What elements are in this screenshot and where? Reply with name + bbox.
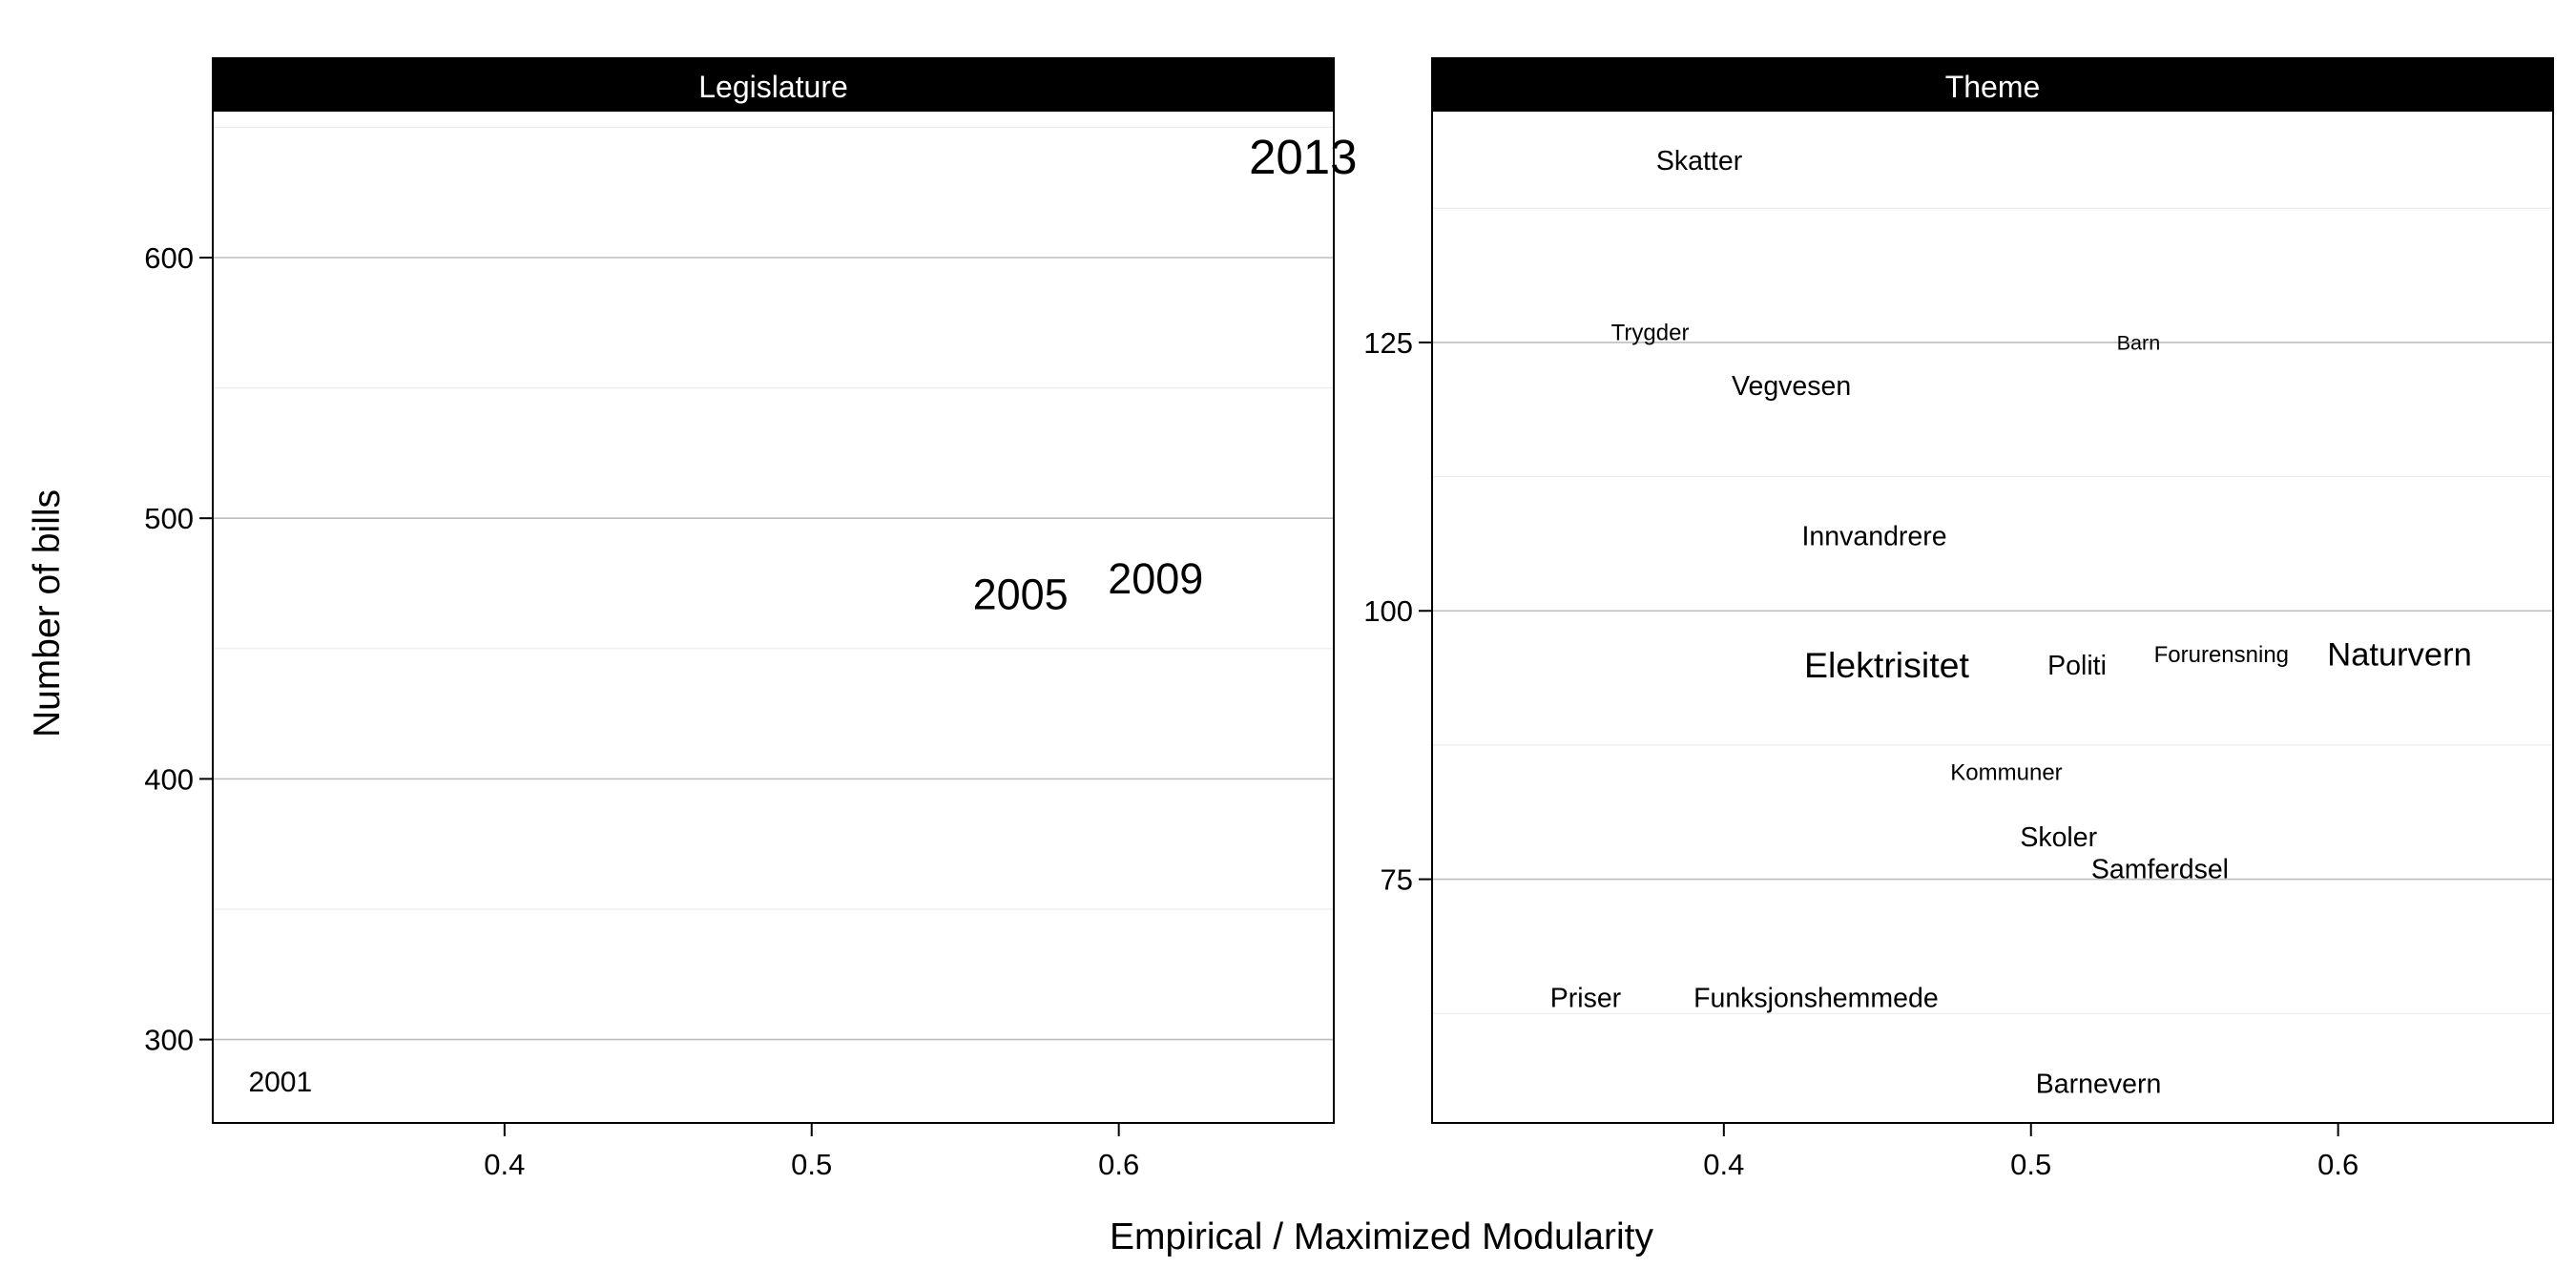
point-label-innvandrere: Innvandrere bbox=[1802, 522, 1947, 552]
y-tick-label: 100 bbox=[1363, 594, 1413, 628]
x-tick-label: 0.5 bbox=[791, 1148, 832, 1181]
point-label-trygder: Trygder bbox=[1611, 320, 1690, 345]
panel-legislature-marks: 2001 2005 2009 2013 bbox=[248, 130, 1357, 1098]
panel-theme-title: Theme bbox=[1945, 70, 2041, 104]
point-label-samferdsel: Samferdsel bbox=[2091, 855, 2229, 885]
panel-theme-grid bbox=[1432, 207, 2553, 1014]
panel-theme-axes: 75 100 125 0.4 0.5 0.6 bbox=[1363, 326, 2358, 1181]
panel-theme-marks: Skatter Trygder Barn Vegvesen Innvandrere Ele… bbox=[1550, 146, 2472, 1100]
panel-theme-frame bbox=[1431, 57, 2554, 1124]
panel-theme-strip bbox=[1432, 58, 2553, 112]
x-tick-label: 0.4 bbox=[1703, 1148, 1744, 1181]
y-tick-label: 300 bbox=[144, 1024, 194, 1057]
point-label-forurensning: Forurensning bbox=[2154, 642, 2289, 668]
x-axis-label: Empirical / Maximized Modularity bbox=[1110, 1216, 1653, 1257]
point-label-elektrisitet: Elektrisitet bbox=[1804, 645, 1970, 685]
point-label-funksjonshemmede: Funksjonshemmede bbox=[1693, 984, 1939, 1014]
y-tick-label: 75 bbox=[1381, 863, 1413, 897]
point-label-2009: 2009 bbox=[1108, 554, 1203, 603]
panel-theme: Skatter Trygder Barn Vegvesen Innvandrere Ele… bbox=[1363, 57, 2554, 1181]
y-tick-label: 400 bbox=[144, 762, 194, 796]
x-tick-label: 0.6 bbox=[1098, 1148, 1139, 1181]
point-label-naturvern: Naturvern bbox=[2327, 637, 2471, 674]
point-label-2005: 2005 bbox=[973, 571, 1069, 619]
point-label-barnevern: Barnevern bbox=[2036, 1070, 2162, 1100]
panel-legislature: 2001 2005 2009 2013 300 400 500 600 0.4 0.5 0.6 L… bbox=[144, 57, 1358, 1181]
panel-legislature-grid bbox=[213, 126, 1334, 1041]
point-label-vegvesen: Vegvesen bbox=[1732, 371, 1851, 402]
panel-legislature-title: Legislature bbox=[698, 70, 848, 104]
point-label-2001: 2001 bbox=[248, 1067, 312, 1098]
panel-legislature-frame bbox=[212, 57, 1335, 1124]
point-label-kommuner: Kommuner bbox=[1950, 760, 2062, 786]
point-label-skoler: Skoler bbox=[2020, 822, 2097, 853]
y-tick-label: 500 bbox=[144, 502, 194, 535]
point-label-skatter: Skatter bbox=[1656, 146, 1743, 177]
y-tick-label: 600 bbox=[144, 241, 194, 275]
point-label-2013: 2013 bbox=[1249, 130, 1357, 184]
point-label-politi: Politi bbox=[2047, 651, 2107, 681]
y-tick-label: 125 bbox=[1363, 326, 1413, 360]
point-label-barn: Barn bbox=[2117, 331, 2161, 355]
y-axis-label: Number of bills bbox=[27, 489, 68, 737]
point-label-priser: Priser bbox=[1550, 984, 1622, 1014]
panel-legislature-strip bbox=[213, 58, 1334, 112]
x-tick-label: 0.5 bbox=[2010, 1148, 2051, 1181]
x-tick-label: 0.6 bbox=[2317, 1148, 2358, 1181]
x-tick-label: 0.4 bbox=[484, 1148, 525, 1181]
panel-legislature-axes: 300 400 500 600 0.4 0.5 0.6 bbox=[144, 241, 1139, 1181]
